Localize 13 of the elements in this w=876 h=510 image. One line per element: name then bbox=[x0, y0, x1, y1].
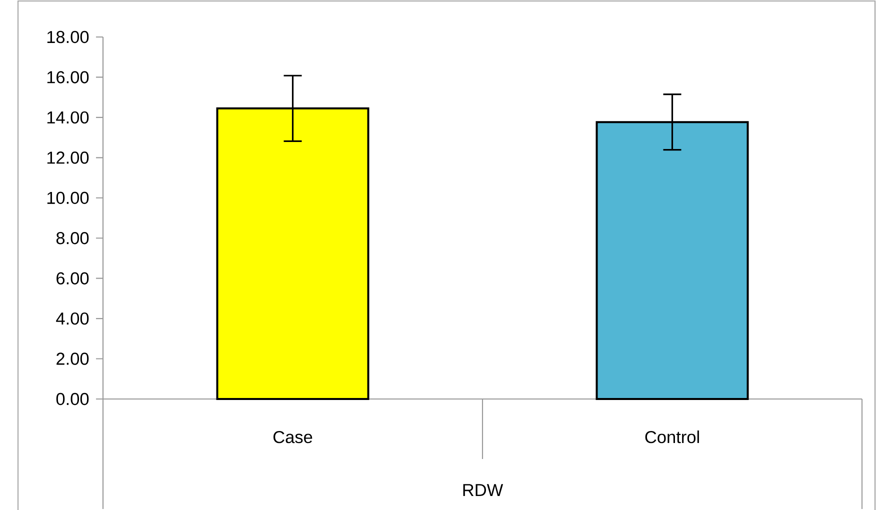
y-tick-label: 14.00 bbox=[47, 111, 89, 124]
x-tick-label: Case bbox=[273, 430, 312, 444]
x-axis-title: RDW bbox=[463, 484, 504, 496]
y-tick-label: 6.00 bbox=[56, 272, 89, 284]
y-tick-label: 16.00 bbox=[47, 71, 89, 84]
x-tick-label: Control bbox=[645, 430, 699, 444]
y-tick-label: 2.00 bbox=[56, 352, 89, 365]
y-tick-label: 8.00 bbox=[56, 232, 89, 244]
y-tick-label: 12.00 bbox=[47, 152, 89, 164]
y-tick-label: 10.00 bbox=[47, 192, 89, 204]
y-tick-label: 4.00 bbox=[56, 312, 89, 325]
y-tick-label: 0.00 bbox=[56, 392, 89, 406]
y-tick-label: 18.00 bbox=[47, 30, 89, 44]
